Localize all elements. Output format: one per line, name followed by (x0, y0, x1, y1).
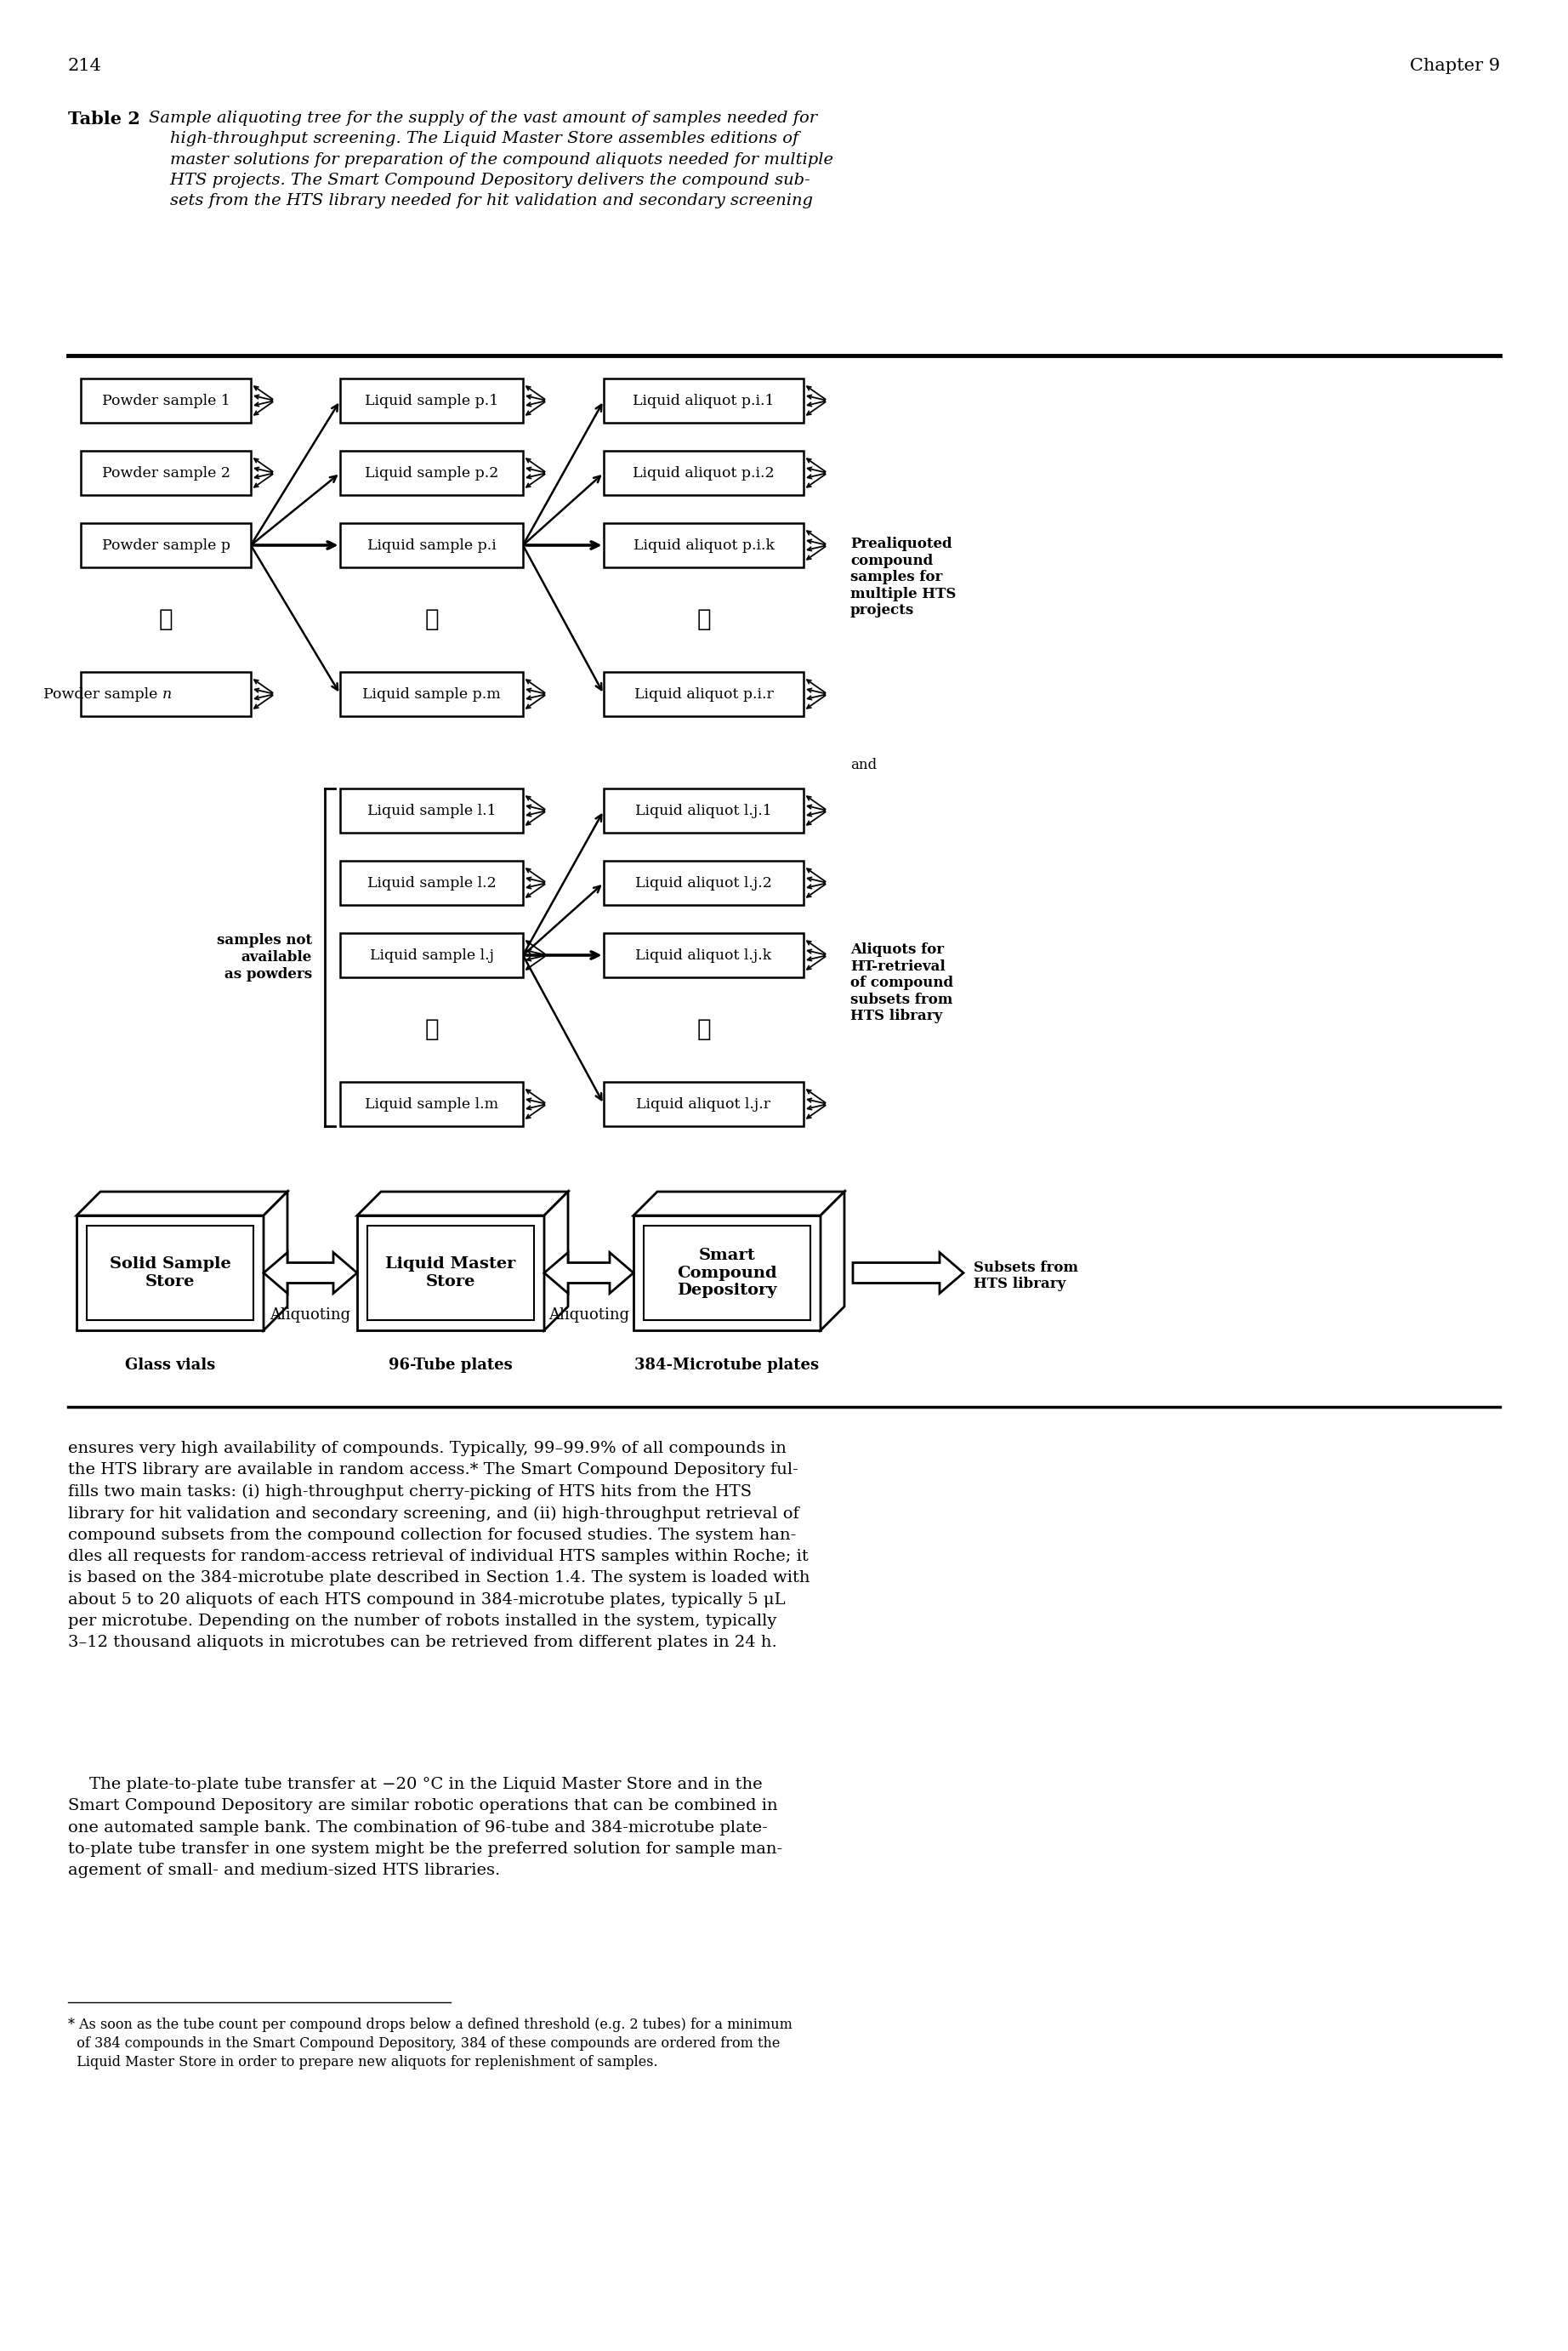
Bar (644, 1225, 811, 1321)
Text: Liquid sample p.m: Liquid sample p.m (362, 686, 500, 701)
Text: Liquid aliquot p.i.2: Liquid aliquot p.i.2 (633, 465, 775, 480)
Bar (340, 860, 524, 905)
Bar (367, 1225, 535, 1321)
Text: Liquid aliquot p.i.1: Liquid aliquot p.i.1 (633, 393, 775, 407)
Bar (340, 788, 524, 832)
Polygon shape (853, 1253, 963, 1293)
Bar (340, 1081, 524, 1126)
Text: Liquid aliquot l.j.1: Liquid aliquot l.j.1 (635, 804, 771, 818)
Text: Liquid sample l.1: Liquid sample l.1 (367, 804, 495, 818)
Text: Liquid sample l.m: Liquid sample l.m (365, 1098, 499, 1112)
Text: Solid Sample
Store: Solid Sample Store (110, 1255, 230, 1288)
Polygon shape (263, 1192, 287, 1331)
Bar (82, 524, 251, 567)
Text: Powder sample 1: Powder sample 1 (102, 393, 230, 407)
Text: ⋮: ⋮ (696, 609, 710, 630)
Text: Powder sample p: Powder sample p (102, 538, 230, 552)
Text: Table 2: Table 2 (67, 110, 140, 127)
Text: Liquid Master
Store: Liquid Master Store (386, 1255, 516, 1288)
Bar (82, 451, 251, 496)
Bar (340, 672, 524, 717)
Text: Powder sample 2: Powder sample 2 (102, 465, 230, 480)
Bar (604, 379, 803, 423)
Polygon shape (633, 1192, 845, 1215)
Text: ⋮: ⋮ (425, 1018, 439, 1041)
Polygon shape (263, 1253, 358, 1293)
Bar (604, 860, 803, 905)
Bar (604, 933, 803, 978)
Bar (604, 788, 803, 832)
Bar (77, 1215, 263, 1331)
Text: ⋮: ⋮ (425, 609, 439, 630)
Text: Sample aliquoting tree for the supply of the vast amount of samples needed for
 : Sample aliquoting tree for the supply of… (149, 110, 833, 209)
Text: Subsets from
HTS library: Subsets from HTS library (974, 1260, 1079, 1291)
Text: Liquid aliquot p.i.k: Liquid aliquot p.i.k (633, 538, 775, 552)
Bar (604, 451, 803, 496)
Text: * As soon as the tube count per compound drops below a defined threshold (e.g. 2: * As soon as the tube count per compound… (67, 2017, 792, 2069)
Text: Glass vials: Glass vials (125, 1357, 215, 1373)
Text: Liquid sample l.j: Liquid sample l.j (370, 947, 494, 962)
Text: Aliquots for
HT-retrieval
of compound
subsets from
HTS library: Aliquots for HT-retrieval of compound su… (850, 943, 953, 1023)
Text: Smart
Compound
Depository: Smart Compound Depository (677, 1248, 778, 1298)
Text: samples not
available
as powders: samples not available as powders (216, 933, 312, 980)
Bar (340, 524, 524, 567)
Text: Aliquoting: Aliquoting (270, 1307, 351, 1321)
Polygon shape (77, 1192, 287, 1215)
Text: Liquid aliquot p.i.r: Liquid aliquot p.i.r (633, 686, 773, 701)
Text: 96-Tube plates: 96-Tube plates (389, 1357, 513, 1373)
Bar (86, 1225, 254, 1321)
Bar (82, 379, 251, 423)
Bar (82, 672, 251, 717)
Text: Liquid aliquot l.j.k: Liquid aliquot l.j.k (635, 947, 771, 962)
Bar (604, 672, 803, 717)
Text: Aliquoting: Aliquoting (549, 1307, 629, 1321)
Bar (340, 451, 524, 496)
Text: 214: 214 (67, 59, 102, 73)
Text: Liquid sample p.1: Liquid sample p.1 (365, 393, 499, 407)
Text: n: n (163, 686, 172, 701)
Polygon shape (544, 1253, 633, 1293)
Text: Liquid aliquot l.j.r: Liquid aliquot l.j.r (637, 1098, 771, 1112)
Text: Liquid sample l.2: Liquid sample l.2 (367, 875, 495, 891)
Bar (604, 524, 803, 567)
Text: Liquid sample p.2: Liquid sample p.2 (365, 465, 499, 480)
Polygon shape (358, 1192, 568, 1215)
Text: and: and (850, 757, 877, 771)
Text: Chapter 9: Chapter 9 (1410, 59, 1501, 73)
Text: The plate-to-plate tube transfer at −20 °C in the Liquid Master Store and in the: The plate-to-plate tube transfer at −20 … (67, 1777, 782, 1878)
Text: Liquid aliquot l.j.2: Liquid aliquot l.j.2 (635, 875, 771, 891)
Text: Prealiquoted
compound
samples for
multiple HTS
projects: Prealiquoted compound samples for multip… (850, 536, 956, 618)
Text: Powder sample: Powder sample (44, 686, 163, 701)
Bar (604, 1081, 803, 1126)
Text: 384-Microtube plates: 384-Microtube plates (635, 1357, 820, 1373)
Bar (633, 1215, 820, 1331)
Text: Liquid sample p.i: Liquid sample p.i (367, 538, 495, 552)
Bar (340, 933, 524, 978)
Text: ensures very high availability of compounds. Typically, 99–99.9% of all compound: ensures very high availability of compou… (67, 1441, 811, 1650)
Text: ⋮: ⋮ (696, 1018, 710, 1041)
Bar (358, 1215, 544, 1331)
Bar (340, 379, 524, 423)
Text: ⋮: ⋮ (158, 609, 172, 630)
Polygon shape (544, 1192, 568, 1331)
Polygon shape (820, 1192, 845, 1331)
